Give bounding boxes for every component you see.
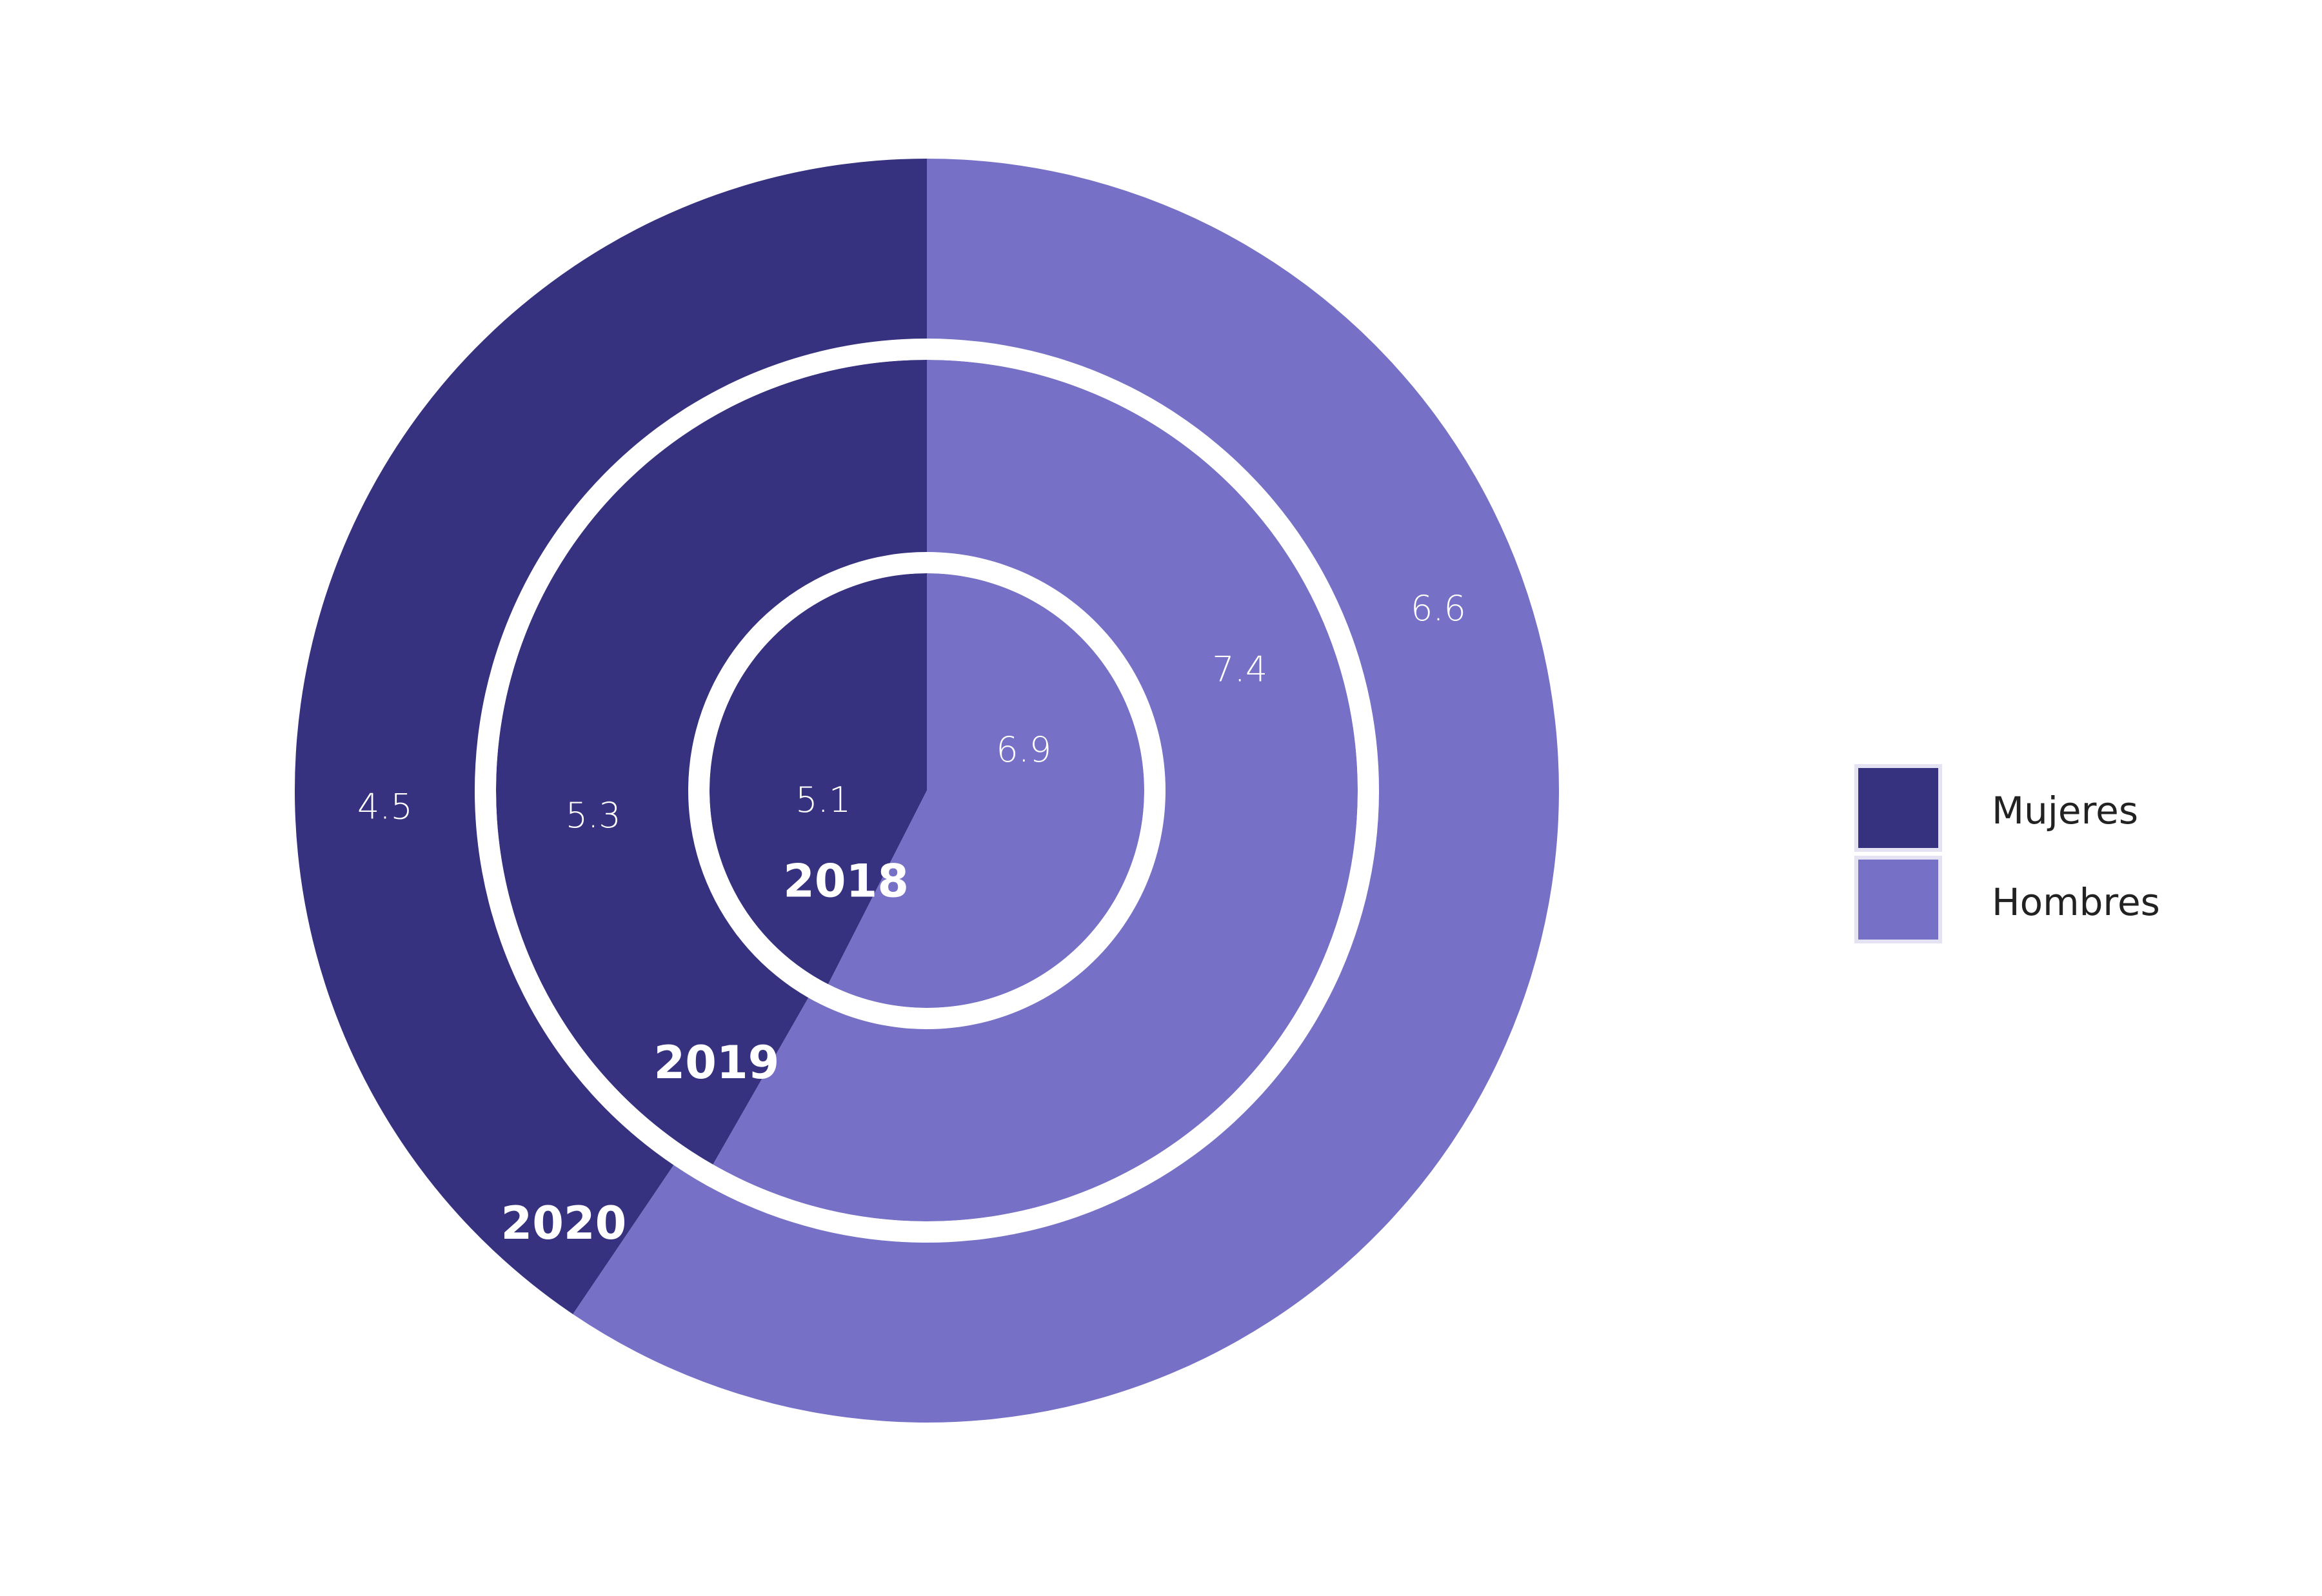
year-label-2018: 2018 (783, 854, 909, 907)
value-label-2020-hombres: 6.6 (1411, 588, 1466, 629)
slice-2019-mujeres (495, 360, 927, 1165)
value-label-2019-hombres: 7.4 (1212, 649, 1267, 690)
slice-2020-hombres (573, 159, 1560, 1423)
legend-swatch-mujeres (1854, 764, 1942, 852)
legend-label-mujeres: Mujeres (1992, 789, 2138, 832)
ring-gap-2019 (475, 339, 1379, 1243)
slice-2018-mujeres (710, 573, 927, 985)
legend-swatch-hombres (1854, 856, 1942, 943)
value-label-2018-hombres: 6.9 (996, 729, 1051, 770)
year-label-2019: 2019 (654, 1036, 780, 1089)
slice-2020-mujeres (295, 159, 927, 1314)
value-label-2019-mujeres: 5.3 (566, 795, 621, 836)
rings-layer (295, 159, 1560, 1423)
year-label-2020: 2020 (501, 1197, 627, 1250)
ring-2020 (295, 159, 1560, 1423)
slice-2019-hombres (713, 360, 1358, 1221)
value-label-2020-mujeres: 4.5 (357, 786, 413, 827)
ring-2019 (495, 360, 1358, 1221)
ring-2018 (710, 573, 1145, 1008)
value-labels-layer: 5.1 6.9 5.3 7.4 4.5 6.6 (357, 588, 1466, 836)
legend: Mujeres Hombres (1854, 764, 2160, 943)
ring-gap-2018 (688, 552, 1166, 1029)
legend-label-hombres: Hombres (1992, 880, 2160, 924)
slice-2018-hombres (828, 573, 1145, 1008)
year-labels-layer: 2018 2019 2020 (501, 854, 909, 1250)
value-label-2018-mujeres: 5.1 (795, 780, 851, 820)
